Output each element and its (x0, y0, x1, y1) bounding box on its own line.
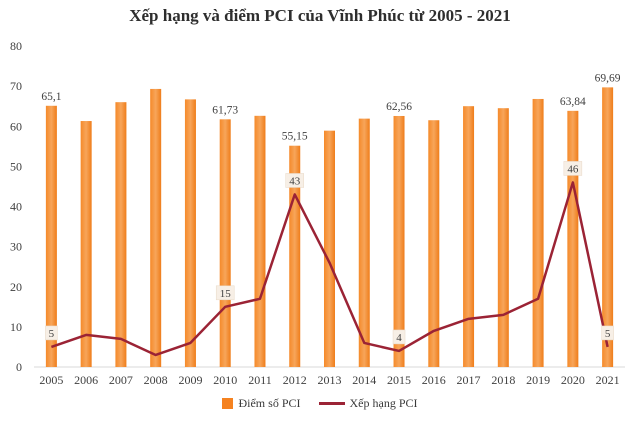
x-tick-label: 2010 (213, 373, 237, 387)
bar-data-label: 63,84 (560, 96, 586, 108)
bar-pci-score (115, 102, 127, 368)
x-tick-label: 2020 (561, 373, 585, 387)
line-data-label: 43 (289, 175, 301, 187)
legend-item-line[interactable]: Xếp hạng PCI (318, 396, 418, 411)
bar-pci-score (358, 118, 370, 367)
x-tick-label: 2017 (457, 373, 481, 387)
bar-pci-score (254, 115, 266, 367)
x-tick-label: 2012 (283, 373, 307, 387)
y-tick-label: 20 (10, 280, 22, 294)
bar-pci-score (428, 120, 440, 367)
line-data-label: 4 (396, 332, 402, 344)
legend-label-line: Xếp hạng PCI (349, 396, 418, 410)
bar-pci-score (45, 105, 57, 367)
x-tick-label: 2016 (422, 373, 446, 387)
bar-pci-score (289, 145, 301, 367)
y-tick-label: 10 (10, 320, 22, 334)
y-tick-label: 40 (10, 200, 22, 214)
bar-pci-score (497, 108, 509, 367)
x-tick-label: 2015 (387, 373, 411, 387)
chart-title: Xếp hạng và điểm PCI của Vĩnh Phúc từ 20… (129, 6, 511, 25)
bar-pci-score (219, 119, 231, 367)
legend-label-bar: Điểm số PCI (238, 396, 301, 410)
bar-pci-score (463, 106, 475, 367)
x-tick-label: 2009 (178, 373, 202, 387)
legend-swatch-line (318, 402, 345, 405)
line-data-label: 46 (567, 163, 579, 175)
line-data-label: 5 (49, 328, 55, 340)
x-tick-label: 2018 (491, 373, 515, 387)
y-tick-label: 0 (16, 360, 22, 374)
line-data-label: 5 (605, 328, 611, 340)
bar-data-label: 65,1 (41, 91, 61, 103)
x-tick-label: 2008 (144, 373, 168, 387)
x-tick-label: 2006 (74, 373, 98, 387)
legend: Điểm số PCI Xếp hạng PCI (0, 396, 640, 411)
legend-item-bar[interactable]: Điểm số PCI (222, 396, 301, 411)
x-tick-label: 2014 (352, 373, 376, 387)
bar-data-label: 62,56 (386, 101, 412, 113)
y-tick-label: 30 (10, 240, 22, 254)
x-tick-label: 2013 (318, 373, 342, 387)
bar-data-label: 69,69 (595, 72, 621, 84)
y-tick-label: 70 (10, 79, 22, 93)
legend-swatch-bar (222, 398, 234, 409)
y-tick-label: 60 (10, 119, 22, 133)
x-tick-label: 2007 (109, 373, 133, 387)
bar-pci-score (393, 115, 405, 367)
line-data-label-box (563, 161, 583, 176)
bar-pci-score (150, 88, 162, 367)
line-data-label-box (392, 329, 406, 345)
line-data-label-box (285, 173, 304, 188)
x-tick-label: 2005 (39, 373, 63, 387)
line-data-label: 15 (220, 288, 232, 300)
line-data-label-box (215, 285, 235, 301)
bar-data-label: 61,73 (212, 104, 238, 116)
line-data-label-box (45, 325, 58, 341)
x-tick-label: 2021 (596, 373, 620, 387)
line-pci-rank (50, 181, 609, 357)
y-tick-label: 50 (10, 159, 22, 173)
bar-pci-score (567, 110, 579, 367)
bar-pci-score (80, 121, 92, 367)
bar-data-label: 55,15 (282, 131, 308, 143)
bar-pci-score (184, 99, 196, 368)
bar-pci-score (324, 130, 335, 367)
x-tick-label: 2011 (248, 373, 272, 387)
line-data-label-box (601, 325, 614, 341)
y-tick-label: 80 (10, 39, 22, 53)
bar-pci-score (532, 98, 544, 367)
bar-pci-score (602, 87, 614, 368)
x-tick-label: 2019 (526, 373, 550, 387)
